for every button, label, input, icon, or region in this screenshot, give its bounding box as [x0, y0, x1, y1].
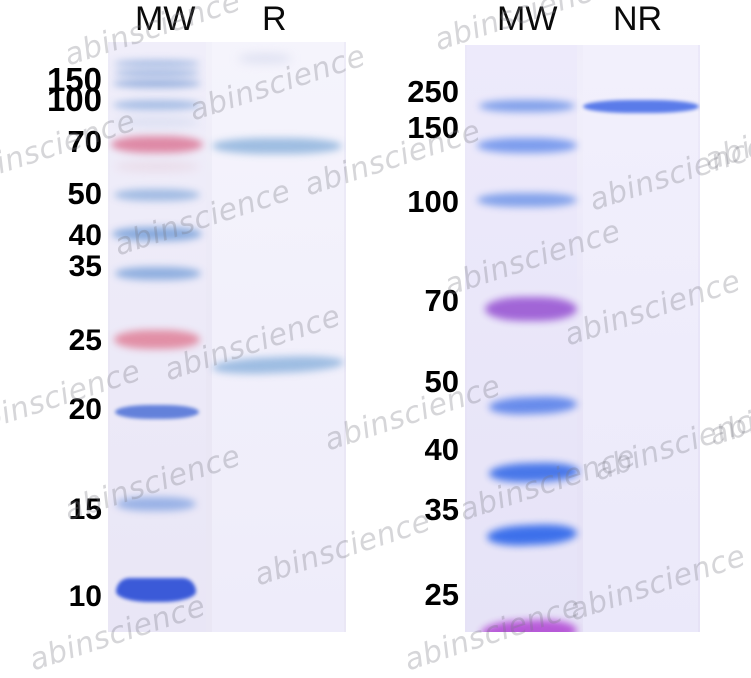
ladder-band-40	[112, 227, 202, 241]
mw-label-right-250: 250	[407, 74, 459, 109]
mw-label-left-70: 70	[67, 124, 102, 159]
ladder-band-20	[115, 405, 199, 419]
ladder-band-150	[114, 60, 200, 67]
ladder-band-60	[114, 162, 200, 171]
mw-label-right-25: 25	[424, 577, 459, 612]
ladder-band-100-r	[477, 193, 577, 207]
ladder-band-150-r	[477, 138, 577, 153]
ladder-band-70-r	[485, 297, 577, 321]
right-lane-mw-label: MW	[497, 0, 558, 38]
left-sample-well-smudge	[238, 54, 292, 63]
mw-label-left-50: 50	[67, 176, 102, 211]
ladder-band-85	[114, 118, 200, 126]
sample-band-nr-250	[583, 100, 699, 113]
mw-label-left-10: 10	[68, 580, 102, 613]
right-gel-panel	[465, 45, 700, 632]
ladder-band-35	[115, 267, 201, 280]
left-gel-panel	[108, 42, 346, 632]
mw-label-right-150: 150	[407, 110, 459, 145]
left-lane-sample-label: R	[262, 0, 287, 38]
mw-label-left-40: 40	[68, 219, 102, 252]
sample-band-r-72	[212, 138, 342, 154]
ladder-band-100	[113, 100, 201, 110]
watermark-text: abinscience	[700, 88, 751, 179]
right-sample-lane	[583, 45, 698, 632]
mw-label-left-150: 150	[46, 61, 102, 98]
right-lane-sample-label: NR	[613, 0, 663, 38]
mw-label-left-20: 20	[68, 393, 102, 426]
mw-label-left-25: 25	[68, 324, 102, 357]
mw-label-right-40: 40	[424, 432, 459, 467]
mw-label-left-35: 35	[68, 250, 102, 283]
mw-label-right-35: 35	[424, 492, 459, 527]
watermark-text: abinscience	[705, 363, 751, 454]
mw-label-left-100: 100	[46, 81, 102, 118]
ladder-band-130	[113, 79, 201, 88]
ladder-band-50	[114, 189, 200, 201]
mw-label-right-70: 70	[424, 283, 459, 318]
mw-label-right-100: 100	[407, 184, 459, 219]
ladder-band-15	[116, 497, 196, 511]
ladder-band-10	[116, 578, 196, 602]
left-sample-lane	[212, 42, 344, 632]
mw-label-right-50: 50	[424, 364, 459, 399]
ladder-band-25	[114, 330, 200, 349]
mw-label-left-15: 15	[68, 493, 102, 526]
ladder-band-70	[111, 136, 203, 153]
ladder-band-140	[114, 69, 200, 77]
left-lane-mw-label: MW	[135, 0, 196, 38]
ladder-band-250	[479, 100, 575, 112]
